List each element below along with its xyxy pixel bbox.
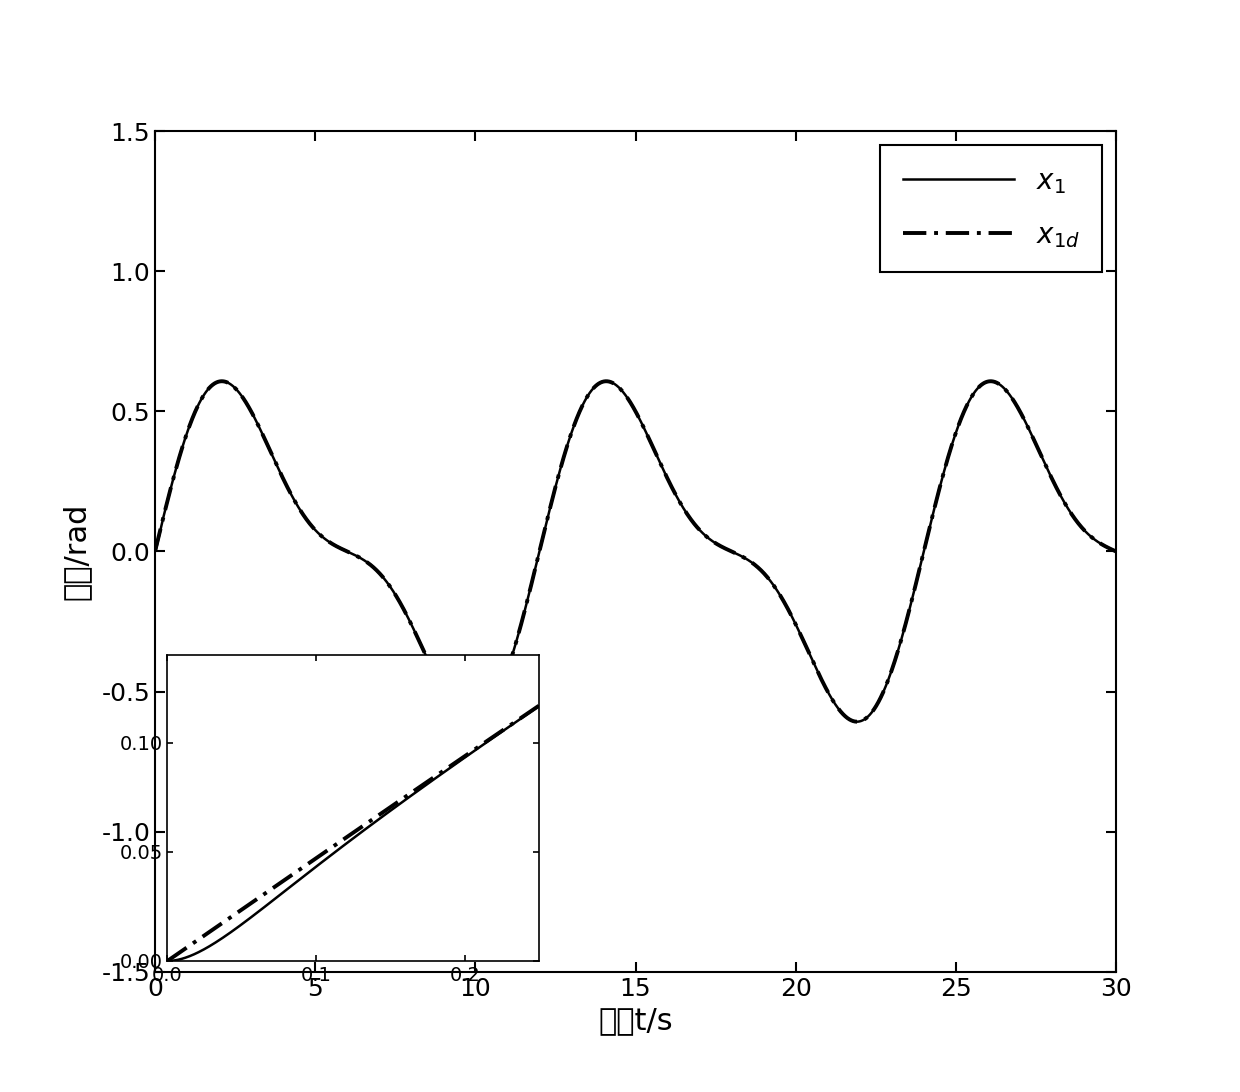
$x_{1d}$ [861, 710, 875, 723]
Line: $x_{1d}$: $x_{1d}$ [155, 381, 1116, 722]
$x_1$ [861, 710, 875, 723]
Y-axis label: 位置/rad: 位置/rad [61, 502, 91, 601]
Line: $x_1$: $x_1$ [155, 381, 1116, 722]
$x_1$ [516, 610, 531, 624]
$x_{1d}$ [148, 545, 162, 558]
X-axis label: 时间t/s: 时间t/s [598, 1007, 673, 1035]
$x_1$ [148, 545, 162, 558]
$x_1$ [727, 546, 742, 559]
$x_{1d}$ [378, 574, 393, 587]
$x_{1d}$ [516, 610, 531, 624]
$x_1$ [599, 375, 614, 388]
$x_{1d}$ [727, 546, 742, 559]
$x_{1d}$ [213, 375, 228, 388]
$x_1$ [668, 489, 683, 502]
$x_{1d}$ [668, 489, 683, 502]
Legend: $x_1$, $x_{1d}$: $x_1$, $x_{1d}$ [880, 145, 1102, 272]
$x_1$ [378, 574, 393, 587]
$x_{1d}$ [599, 375, 614, 388]
$x_1$ [1109, 545, 1123, 558]
$x_{1d}$ [1109, 545, 1123, 558]
$x_1$ [213, 375, 228, 388]
$x_1$ [849, 715, 864, 728]
$x_{1d}$ [849, 715, 864, 728]
